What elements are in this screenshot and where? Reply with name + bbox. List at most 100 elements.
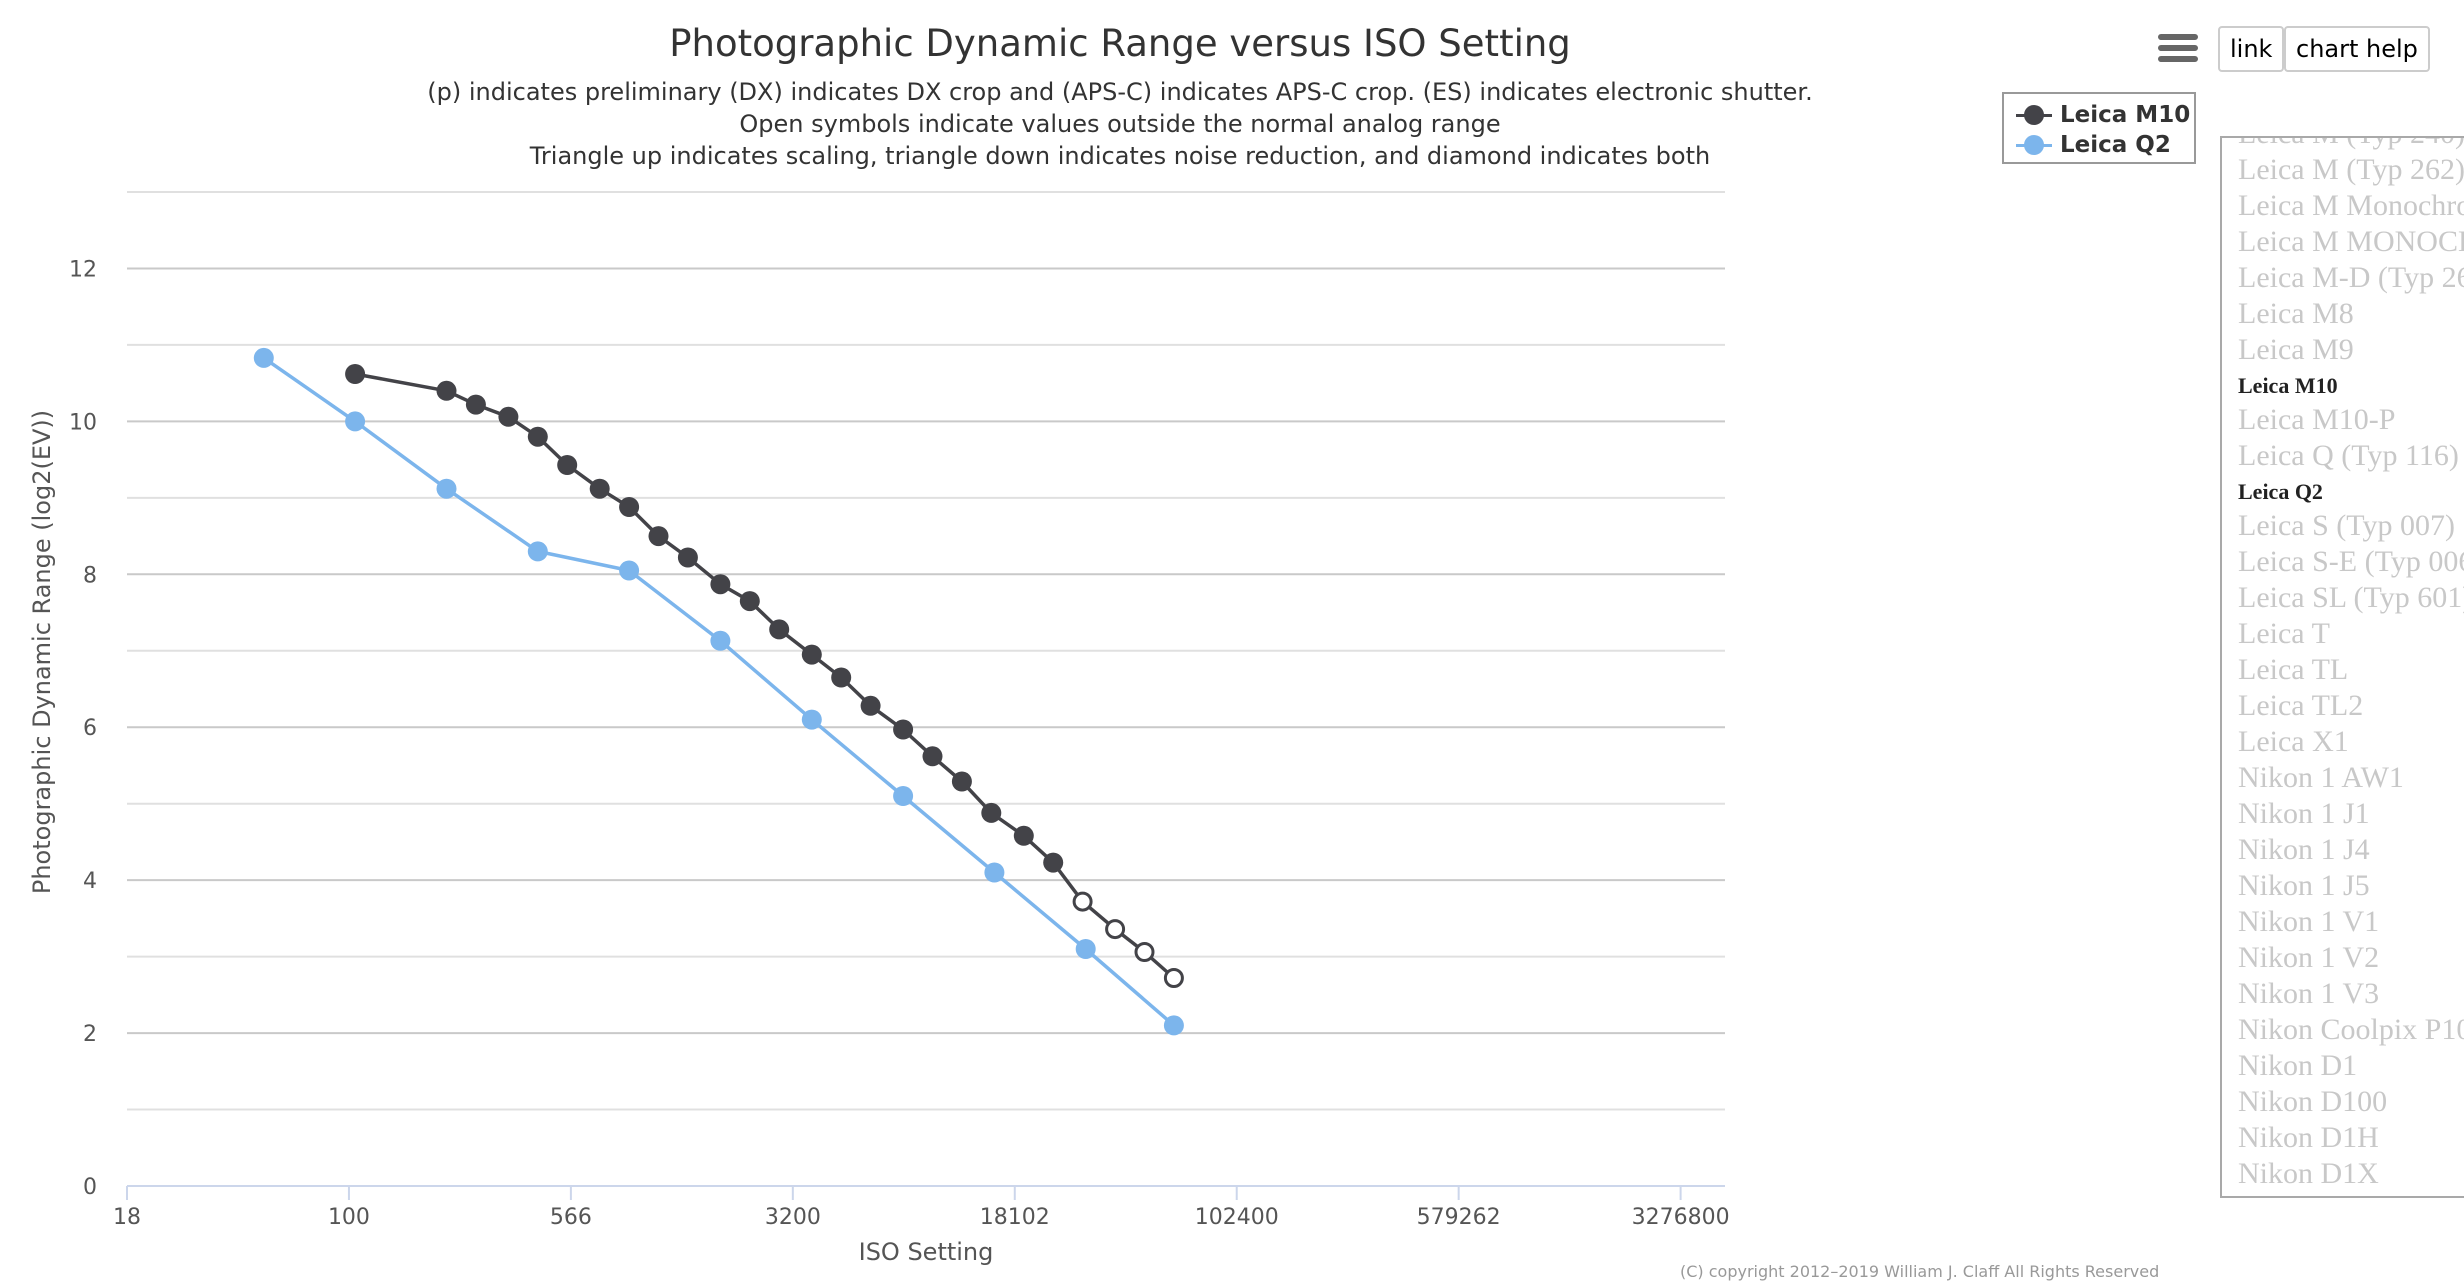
x-tick-label: 100 xyxy=(328,1205,370,1230)
camera-list-item[interactable]: Nikon 1 V2 xyxy=(2238,941,2380,974)
data-point[interactable] xyxy=(710,574,731,595)
legend-label: Leica M10 xyxy=(2060,102,2191,128)
legend: Leica M10 Leica Q2 xyxy=(2002,92,2196,164)
camera-list-item[interactable]: Leica M-D (Typ 262) xyxy=(2238,261,2464,294)
series-leica-q2[interactable] xyxy=(253,347,1184,1036)
hamburger-menu-icon[interactable] xyxy=(2158,34,2198,70)
data-point[interactable] xyxy=(1163,968,1184,988)
data-point[interactable] xyxy=(739,591,760,612)
camera-list-item[interactable]: Nikon D1 xyxy=(2238,1049,2358,1082)
camera-list-item[interactable]: Leica X1 xyxy=(2238,725,2349,758)
camera-list-item[interactable]: Leica M9 xyxy=(2238,333,2354,366)
data-point[interactable] xyxy=(498,406,519,427)
data-point[interactable] xyxy=(436,478,457,499)
x-tick-label: 102400 xyxy=(1195,1205,1279,1230)
data-point[interactable] xyxy=(648,526,669,547)
data-point[interactable] xyxy=(922,746,943,767)
camera-list-item[interactable]: Leica Q (Typ 116) xyxy=(2238,439,2459,472)
y-tick-label: 0 xyxy=(83,1175,97,1200)
legend-marker-icon xyxy=(2016,135,2052,155)
camera-list-item[interactable]: Leica M MONOCHROM xyxy=(2238,225,2464,258)
data-point[interactable] xyxy=(893,786,914,806)
x-tick-label: 18 xyxy=(113,1205,141,1230)
series-leica-m10[interactable] xyxy=(345,364,1184,988)
copyright-text: (C) copyright 2012–2019 William J. Claff… xyxy=(1680,1262,2160,1281)
menu-bar xyxy=(2158,45,2198,51)
data-point[interactable] xyxy=(893,719,914,740)
camera-list-item[interactable]: Nikon 1 V1 xyxy=(2238,905,2380,938)
camera-list-item[interactable]: Leica S-E (Typ 006) xyxy=(2238,545,2464,578)
camera-list-item[interactable]: Leica T xyxy=(2238,617,2330,650)
x-tick-label: 3200 xyxy=(765,1205,821,1230)
data-point[interactable] xyxy=(465,394,486,415)
camera-list-item[interactable]: Leica SL (Typ 601) xyxy=(2238,581,2464,614)
y-tick-label: 8 xyxy=(83,563,97,588)
data-point[interactable] xyxy=(801,709,822,730)
camera-list-item[interactable]: Leica TL xyxy=(2238,653,2349,686)
data-point[interactable] xyxy=(1043,852,1064,873)
camera-list-item[interactable]: Nikon 1 AW1 xyxy=(2238,761,2404,794)
camera-list-item[interactable]: Nikon 1 J5 xyxy=(2238,869,2370,902)
legend-item-leica-q2[interactable]: Leica Q2 xyxy=(2016,130,2171,160)
data-point[interactable] xyxy=(1134,942,1155,962)
camera-list-item[interactable]: Leica Q2 xyxy=(2238,479,2323,504)
x-tick-label: 18102 xyxy=(980,1205,1050,1230)
chart-help-button[interactable]: chart help xyxy=(2284,26,2430,72)
camera-list-item[interactable]: Nikon 1 J4 xyxy=(2238,833,2370,866)
camera-list-item[interactable]: Leica M8 xyxy=(2238,297,2354,330)
data-point[interactable] xyxy=(860,695,881,716)
data-point[interactable] xyxy=(527,426,548,447)
camera-list-item[interactable]: Nikon 1 V3 xyxy=(2238,977,2380,1010)
series-line xyxy=(354,372,1176,980)
legend-item-leica-m10[interactable]: Leica M10 xyxy=(2016,100,2190,130)
data-point[interactable] xyxy=(527,541,548,562)
y-axis-title: Photographic Dynamic Range (log2(EV)) xyxy=(28,410,56,894)
menu-bar xyxy=(2158,34,2198,40)
grid-lines xyxy=(127,191,1725,1111)
data-point[interactable] xyxy=(253,347,274,368)
camera-list-item[interactable]: Leica M (Typ 262) xyxy=(2238,153,2464,186)
camera-list-item[interactable]: Nikon D100 xyxy=(2238,1085,2388,1118)
link-button[interactable]: link xyxy=(2218,26,2285,72)
data-point[interactable] xyxy=(1105,919,1126,940)
camera-list-item[interactable]: Leica M10 xyxy=(2238,373,2338,398)
chart-subtitle-line-3: Triangle up indicates scaling, triangle … xyxy=(529,142,1711,170)
camera-list-item[interactable]: Leica M10-P xyxy=(2238,403,2396,436)
data-point[interactable] xyxy=(436,380,457,401)
camera-list-item[interactable]: Nikon D1X xyxy=(2238,1157,2379,1190)
series-line xyxy=(262,356,1176,1027)
camera-list-item[interactable]: Nikon 1 J1 xyxy=(2238,797,2370,830)
data-point[interactable] xyxy=(981,802,1002,823)
data-point[interactable] xyxy=(801,644,822,665)
camera-list-item[interactable]: Leica M (Typ 240) xyxy=(2238,138,2464,152)
data-point[interactable] xyxy=(619,497,640,517)
camera-list-item[interactable]: Nikon D200 xyxy=(2238,1192,2464,1196)
camera-list-item[interactable]: Nikon Coolpix P1000 xyxy=(2238,1013,2464,1046)
x-axis-title: ISO Setting xyxy=(859,1238,994,1266)
data-point[interactable] xyxy=(984,862,1005,883)
data-point[interactable] xyxy=(345,364,366,384)
camera-list-item[interactable]: Leica TL2 xyxy=(2238,689,2364,722)
data-point[interactable] xyxy=(769,619,790,640)
camera-list-item[interactable]: Leica S (Typ 007) xyxy=(2238,509,2456,542)
data-point[interactable] xyxy=(589,478,610,499)
data-point[interactable] xyxy=(1163,1015,1184,1036)
y-tick-label: 12 xyxy=(69,257,97,282)
camera-select-list[interactable]: Leica M (Typ 240)Leica M (Typ 262)Leica … xyxy=(2220,136,2464,1198)
y-tick-label: 6 xyxy=(83,716,97,741)
legend-label: Leica Q2 xyxy=(2060,132,2171,158)
data-point[interactable] xyxy=(619,560,640,581)
camera-list-item[interactable]: Leica M Monochrom xyxy=(2238,189,2464,222)
x-tick-label: 566 xyxy=(550,1205,592,1230)
data-point[interactable] xyxy=(710,630,731,651)
data-point[interactable] xyxy=(951,771,972,792)
camera-list-item[interactable]: Nikon D1H xyxy=(2238,1121,2379,1154)
data-point[interactable] xyxy=(557,455,578,475)
data-point[interactable] xyxy=(1072,891,1093,912)
data-point[interactable] xyxy=(1075,939,1096,959)
data-point[interactable] xyxy=(677,547,698,568)
data-point[interactable] xyxy=(831,667,852,688)
data-point[interactable] xyxy=(345,411,366,432)
data-point[interactable] xyxy=(1013,825,1034,846)
